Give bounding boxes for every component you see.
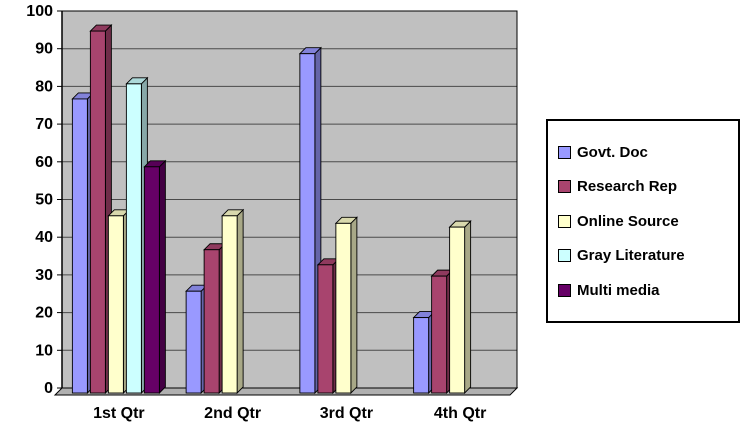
legend-item: Govt. Doc [558,145,734,160]
legend-swatch [558,249,571,262]
legend-item: Multi media [558,283,734,298]
bar [221,215,238,394]
category-label: 2nd Qtr [204,405,261,422]
legend-swatch [558,214,571,228]
bar [107,215,124,394]
y-tick-label: 30 [35,267,53,284]
y-tick-label: 20 [35,305,53,322]
bar [449,226,466,394]
bar [317,264,334,394]
bar [299,53,316,394]
legend-label: Online Source [577,212,679,230]
legend-swatch [558,180,571,193]
category-label: 4th Qtr [434,405,486,422]
bar [185,290,202,394]
chart-legend: Govt. Doc Research Rep Online Source Gray L… [546,119,740,323]
y-tick-label: 50 [35,192,53,209]
legend-item: Online Source [558,214,734,229]
bar [89,30,106,394]
y-tick-label: 90 [35,41,53,58]
y-tick-label: 60 [35,154,53,171]
category-label: 3rd Qtr [320,405,373,422]
legend-item: Research Rep [558,179,734,194]
y-tick-label: 40 [35,229,53,246]
bar-side [464,220,472,395]
bar [71,98,88,394]
bar-side [236,208,244,395]
legend-label: Research Rep [577,178,678,195]
legend-label: Multi media [577,281,660,299]
y-tick-label: 0 [44,380,53,397]
bar [125,83,142,394]
y-tick-label: 80 [35,78,53,95]
category-label: 1st Qtr [93,405,145,422]
legend-swatch [558,283,571,297]
y-tick-label: 100 [26,3,53,20]
y-tick-label: 70 [35,116,53,133]
legend-item: Gray Literature [558,248,734,263]
bar-side [350,216,358,395]
bar [143,166,160,394]
y-tick-label: 10 [35,342,53,359]
bar [203,249,220,394]
legend-label: Govt. Doc [577,143,648,161]
bar [431,275,448,394]
bar [413,317,430,394]
legend-label: Gray Literature [577,247,685,264]
legend-swatch [558,145,571,159]
bar [335,222,352,394]
bar-side [158,159,166,395]
